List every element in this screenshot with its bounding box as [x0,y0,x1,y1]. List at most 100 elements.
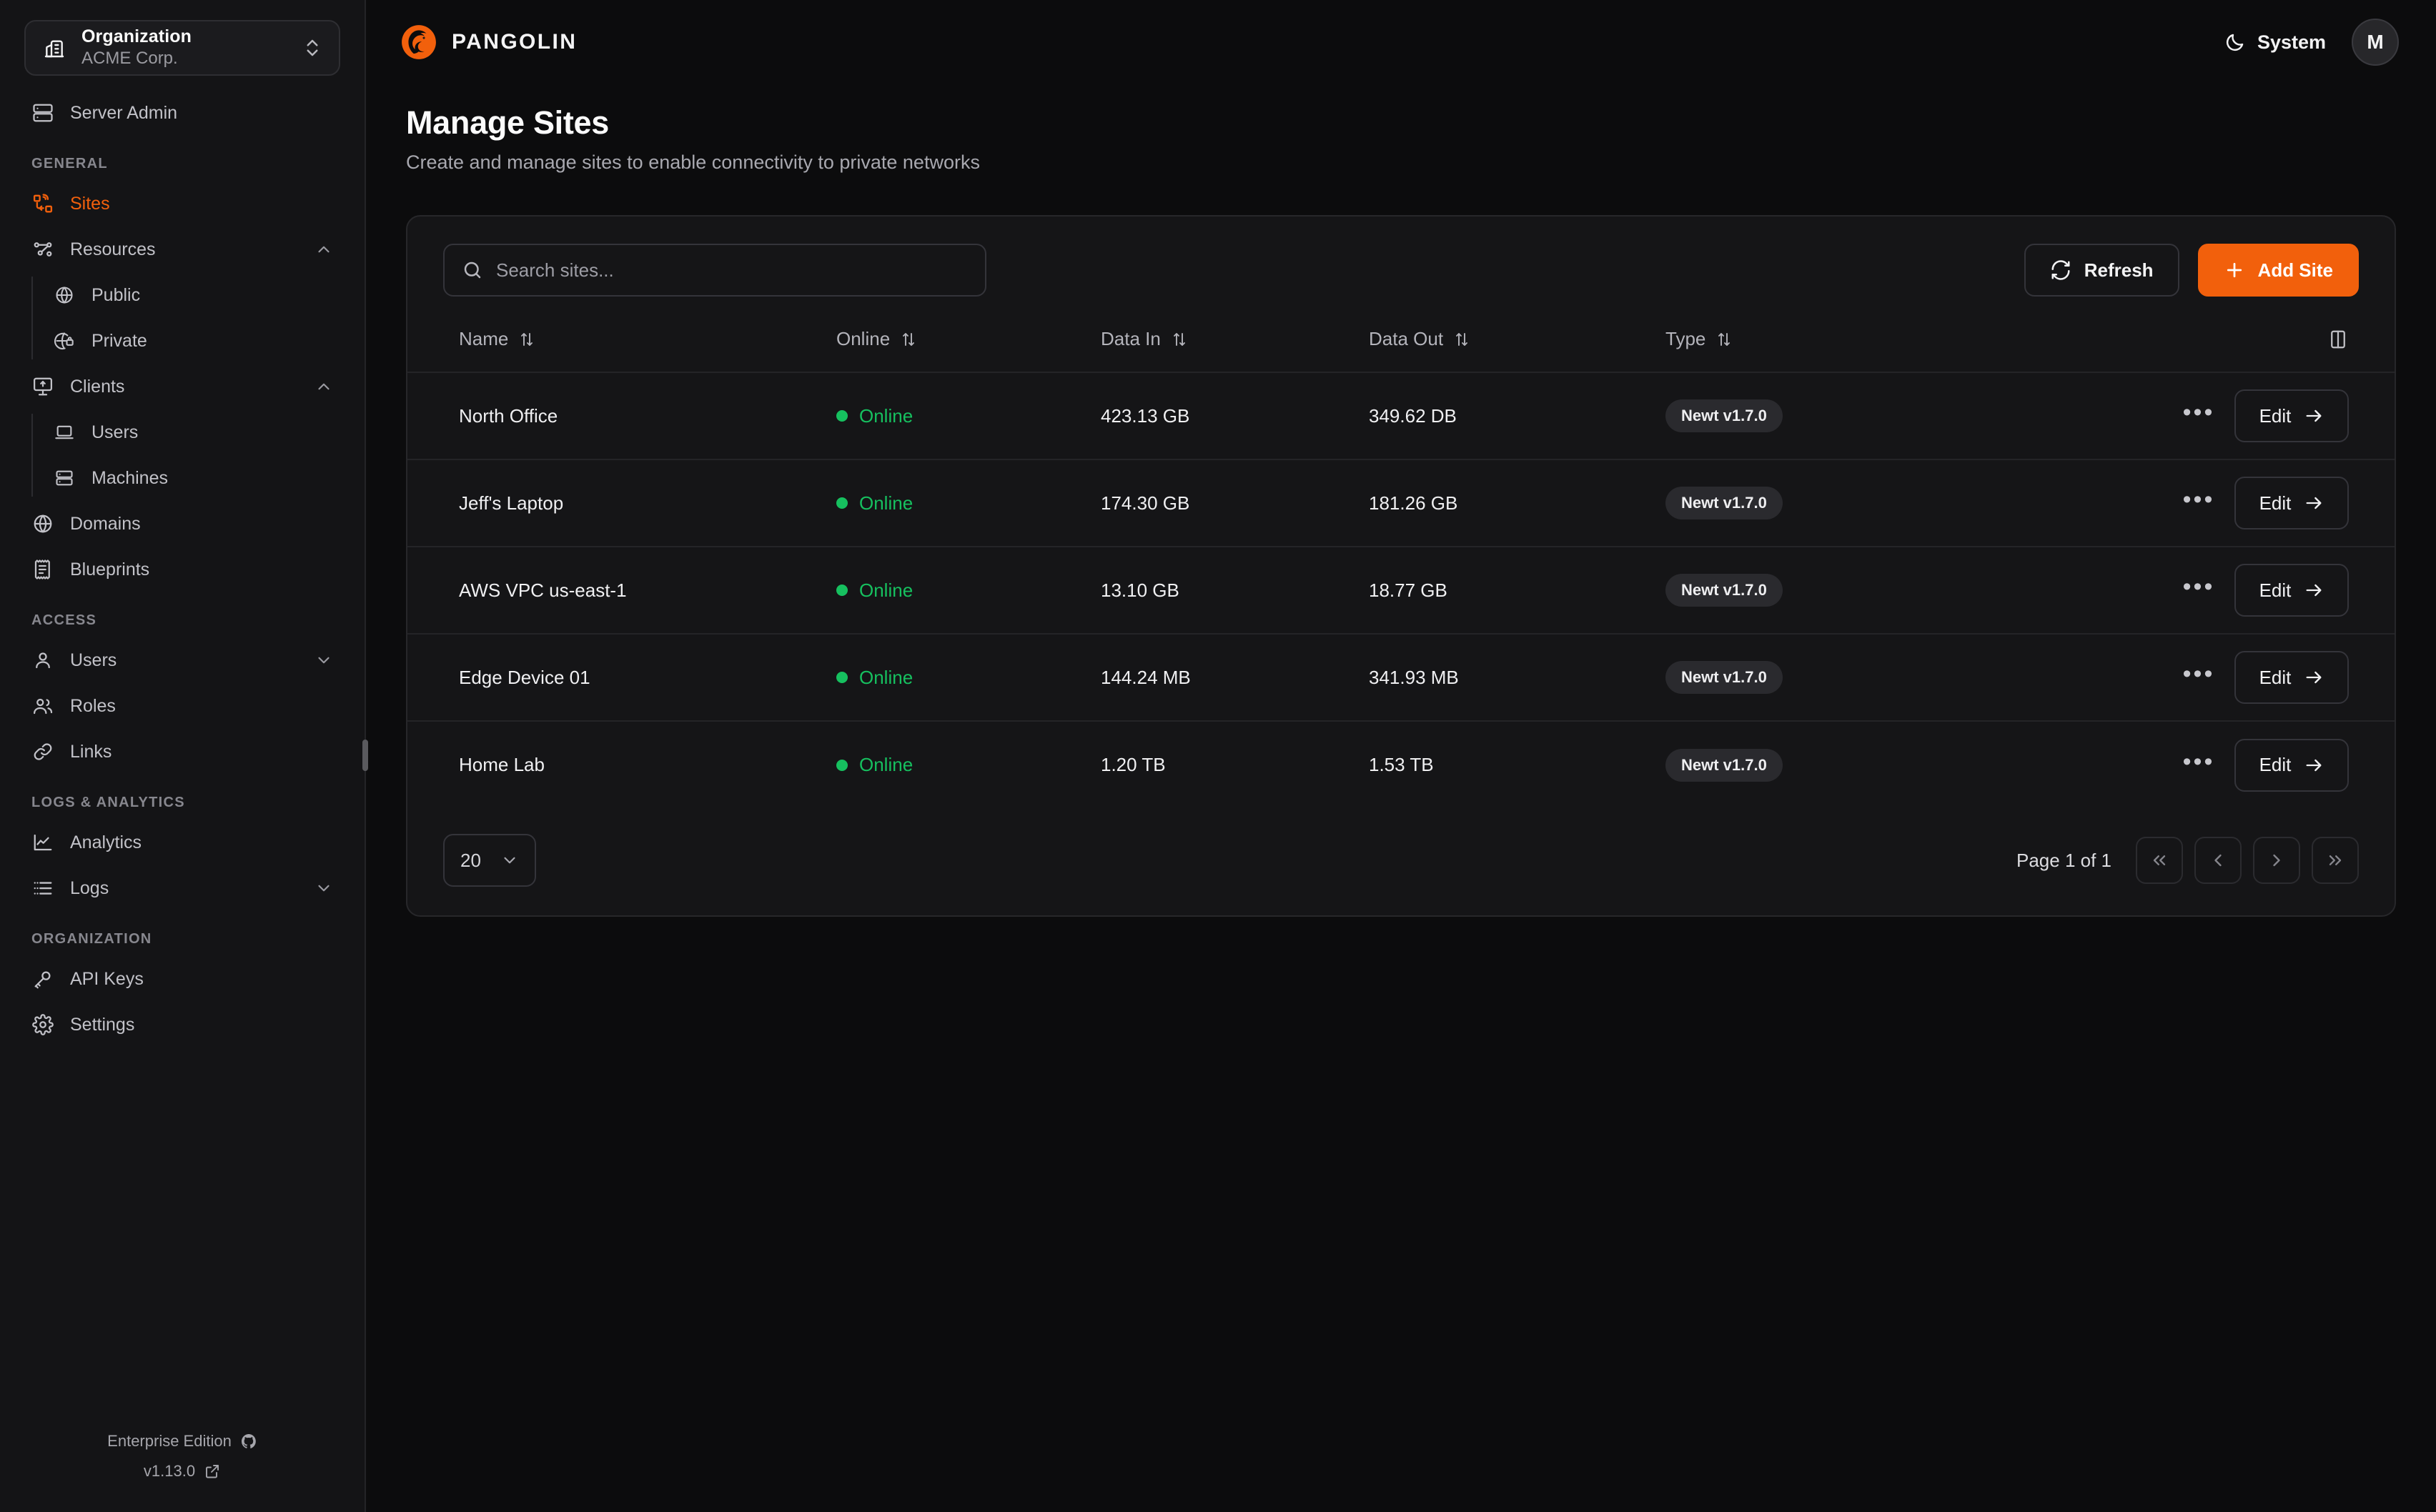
chevron-up-icon[interactable] [315,240,333,259]
column-header-data-out[interactable]: Data Out [1369,318,1665,373]
sites-table: Name Online [407,318,2395,808]
sidebar-item-private[interactable]: Private [39,318,347,364]
sidebar-item-clients[interactable]: Clients [17,364,347,409]
cell-online: Online [836,547,1101,635]
next-page-button[interactable] [2253,837,2300,884]
page-size-value: 20 [460,849,481,871]
sidebar-item-logs[interactable]: Logs [17,865,347,911]
edit-button[interactable]: Edit [2234,738,2349,792]
ellipsis-icon[interactable]: ••• [2182,399,2215,426]
sidebar-item-public[interactable]: Public [39,272,347,318]
refresh-icon [2050,259,2071,281]
sidebar: Organization ACME Corp. Server [0,0,368,1512]
sidebar-item-resources[interactable]: Resources [17,227,347,272]
sidebar-item-links[interactable]: Links [17,729,347,775]
table-row[interactable]: Jeff's Laptop Online 174.30 GB 181.26 GB… [407,459,2395,547]
status-dot [836,585,848,597]
prev-page-button[interactable] [2194,837,2242,884]
org-switcher[interactable]: Organization ACME Corp. [24,20,340,76]
ellipsis-icon[interactable]: ••• [2182,660,2215,687]
arrow-right-icon [2304,755,2324,775]
main-content: PANGOLIN System M Manage Sites Creat [366,0,2436,1512]
table-row[interactable]: North Office Online 423.13 GB 349.62 DB … [407,372,2395,460]
last-page-button[interactable] [2312,837,2359,884]
link-icon [31,740,54,763]
sidebar-item-sites[interactable]: Sites [17,181,347,227]
cell-data-out: 341.93 MB [1369,634,1665,722]
page-header: Manage Sites Create and manage sites to … [366,84,2436,174]
column-header-type[interactable]: Type [1665,318,2066,373]
page-description: Create and manage sites to enable connec… [406,151,980,173]
sidebar-resize-handle[interactable] [362,740,368,771]
chevron-up-icon[interactable] [315,377,333,396]
column-label: Type [1665,328,1706,349]
first-page-button[interactable] [2136,837,2183,884]
edit-button[interactable]: Edit [2234,564,2349,617]
column-header-online[interactable]: Online [836,318,1101,373]
sidebar-item-label: Server Admin [70,102,178,123]
column-header-data-in[interactable]: Data In [1101,318,1369,373]
ellipsis-icon[interactable]: ••• [2182,573,2215,600]
edit-button[interactable]: Edit [2234,477,2349,529]
table-row[interactable]: AWS VPC us-east-1 Online 13.10 GB 18.77 … [407,547,2395,635]
edit-button[interactable]: Edit [2234,389,2349,442]
refresh-button[interactable]: Refresh [2024,244,2179,297]
gear-icon [31,1013,54,1036]
sidebar-item-settings[interactable]: Settings [17,1002,347,1048]
search-icon [462,259,483,281]
ellipsis-icon[interactable]: ••• [2182,747,2215,775]
avatar[interactable]: M [2352,19,2399,66]
sites-card: Refresh Add Site [406,215,2396,917]
sidebar-item-domains[interactable]: Domains [17,501,347,547]
sidebar-section-organization: ORGANIZATION [31,931,152,947]
column-label: Name [459,328,509,349]
ellipsis-icon[interactable]: ••• [2182,486,2215,513]
sidebar-item-api-keys[interactable]: API Keys [17,956,347,1002]
sidebar-item-analytics[interactable]: Analytics [17,820,347,865]
version-line[interactable]: v1.13.0 [0,1456,365,1486]
sidebar-item-roles[interactable]: Roles [17,683,347,729]
column-label: Online [836,328,891,349]
sort-icon [518,331,535,348]
github-icon [240,1433,257,1450]
column-header-name[interactable]: Name [407,318,836,373]
brand[interactable]: PANGOLIN [400,24,577,61]
chevron-down-icon[interactable] [315,879,333,897]
sort-icon [1171,331,1188,348]
table-head: Name Online [407,318,2395,373]
sidebar-item-users-clients[interactable]: Users [39,409,347,455]
chevron-down-icon[interactable] [315,651,333,670]
sidebar-item-server-admin[interactable]: Server Admin [17,90,347,136]
cell-name: Edge Device 01 [407,634,836,722]
sidebar-item-users[interactable]: Users [17,637,347,683]
table-body: North Office Online 423.13 GB 349.62 DB … [407,372,2395,808]
add-site-button[interactable]: Add Site [2197,244,2359,297]
cell-online: Online [836,634,1101,722]
type-badge: Newt v1.7.0 [1665,748,1783,782]
sidebar-item-label: Users [91,422,139,442]
sites-icon [31,192,54,215]
search-box[interactable] [443,244,986,297]
sidebar-item-label: Private [91,330,147,351]
card-toolbar: Refresh Add Site [407,217,2395,318]
table-row[interactable]: Home Lab Online 1.20 TB 1.53 TB Newt v1.… [407,721,2395,808]
sidebar-section-logs-analytics: LOGS & ANALYTICS [31,795,185,810]
edit-button[interactable]: Edit [2234,651,2349,704]
sidebar-item-label: Logs [70,877,109,898]
cell-name: North Office [407,372,836,460]
table-row[interactable]: Edge Device 01 Online 144.24 MB 341.93 M… [407,634,2395,722]
cell-type: Newt v1.7.0 [1665,372,2066,460]
sidebar-item-blueprints[interactable]: Blueprints [17,547,347,592]
column-label: Data In [1101,328,1161,349]
cell-online: Online [836,721,1101,808]
sort-icon [1715,331,1733,348]
sidebar-subgroup-clients: Users Machines [31,409,365,501]
sidebar-item-machines[interactable]: Machines [39,455,347,501]
theme-toggle[interactable]: System [2224,31,2326,54]
page-size-select[interactable]: 20 [443,834,536,887]
panel-columns-icon[interactable] [2327,329,2349,350]
status-dot [836,497,848,509]
status-badge: Online [859,492,914,514]
search-input[interactable] [496,259,968,282]
edition-line[interactable]: Enterprise Edition [0,1426,365,1456]
